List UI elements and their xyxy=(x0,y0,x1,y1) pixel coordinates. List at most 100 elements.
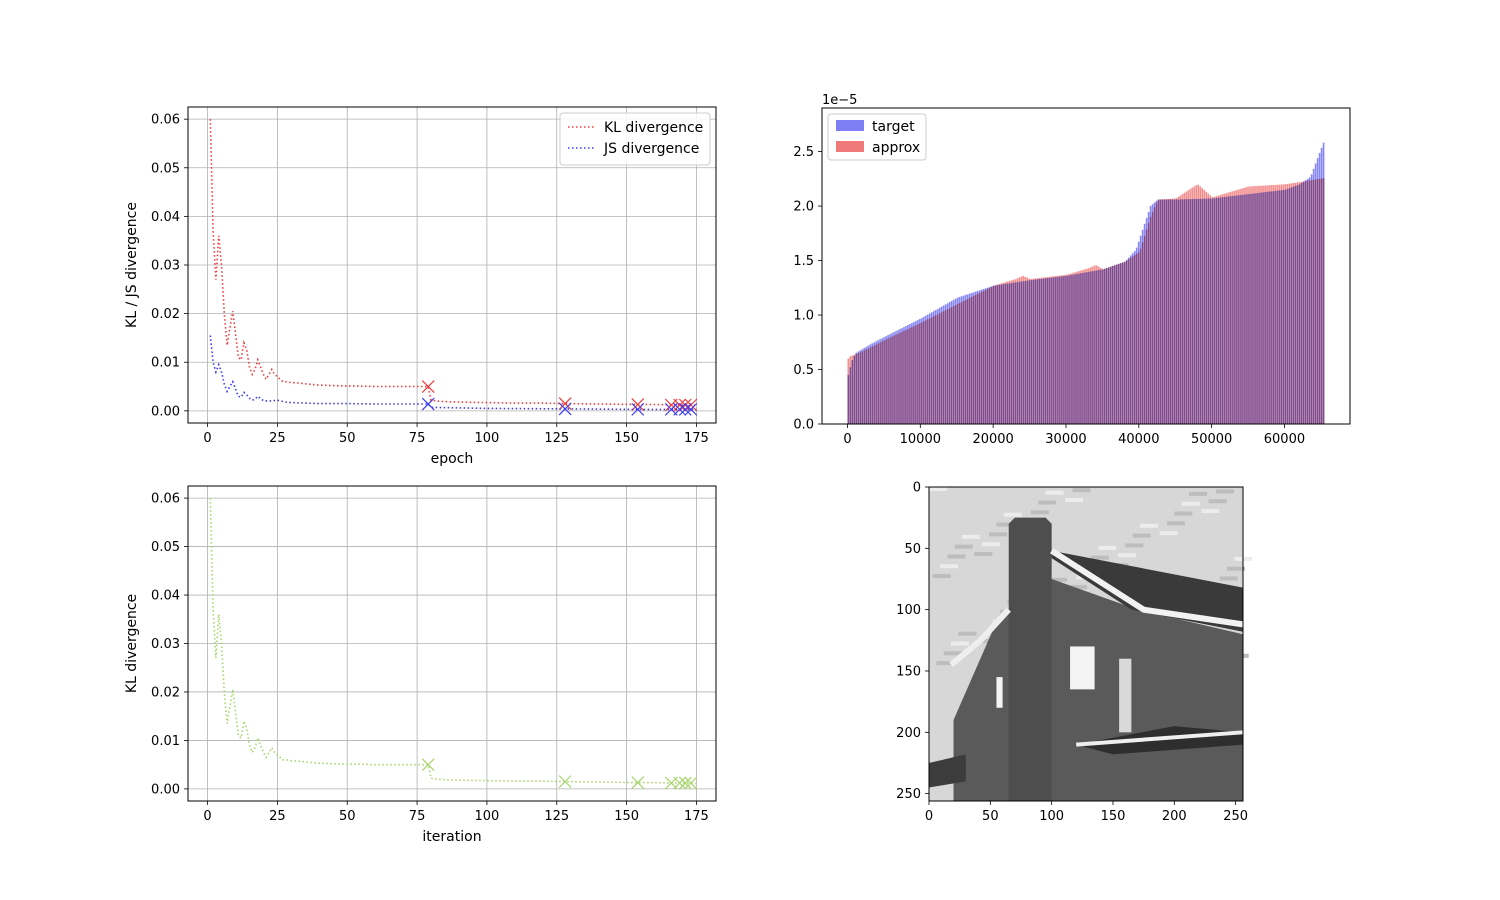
legend-label-1-1: approx xyxy=(872,140,920,156)
approx-bar xyxy=(1106,268,1108,424)
approx-bar xyxy=(1235,190,1237,424)
y-tick-label-4: 0.04 xyxy=(151,589,180,604)
approx-bar xyxy=(1283,184,1285,424)
approx-bar xyxy=(1267,185,1269,424)
approx-bar xyxy=(1251,186,1253,424)
approx-bar xyxy=(909,328,911,424)
x-tick-label-5: 250 xyxy=(1223,809,1248,824)
approx-bar xyxy=(958,303,961,424)
approx-bar xyxy=(1092,266,1094,424)
approx-bar xyxy=(978,292,981,424)
approx-bar xyxy=(1147,223,1150,424)
approx-bar xyxy=(940,312,943,424)
approx-bar xyxy=(1255,186,1257,424)
approx-bar xyxy=(1064,274,1066,424)
legend-1: target approx xyxy=(827,113,927,161)
approx-bar xyxy=(1165,199,1168,424)
approx-bar xyxy=(1185,191,1188,424)
approx-bar xyxy=(891,336,893,424)
sky-texture xyxy=(989,532,1008,537)
sky-texture xyxy=(1117,553,1136,558)
approx-bar xyxy=(1109,266,1112,424)
y-tick-label-4: 200 xyxy=(896,726,921,741)
approx-bar xyxy=(1125,260,1128,424)
approx-bar xyxy=(915,325,917,424)
approx-bar xyxy=(1028,278,1031,424)
x-tick-label-0: 0 xyxy=(203,431,211,446)
approx-bar xyxy=(1113,265,1116,424)
approx-bar xyxy=(1207,193,1210,424)
approx-bar xyxy=(1227,192,1229,424)
marker-0-1-2 xyxy=(631,402,645,416)
approx-bar xyxy=(919,323,921,424)
sky-texture xyxy=(1030,510,1049,515)
approx-bar xyxy=(1072,272,1074,424)
approx-bar xyxy=(1155,202,1158,424)
approx-bar xyxy=(1129,257,1132,424)
approx-bar xyxy=(1191,187,1194,424)
approx-bar xyxy=(1320,178,1323,424)
x-tick-label-4: 100 xyxy=(475,809,500,824)
approx-bar xyxy=(1167,198,1170,424)
sky-texture xyxy=(1049,577,1068,582)
x-tick-label-3: 30000 xyxy=(1045,432,1086,447)
approx-bar xyxy=(859,352,862,424)
approx-bar xyxy=(1127,259,1130,424)
approx-bar xyxy=(1012,279,1015,424)
approx-bar xyxy=(1281,184,1283,424)
porch-gutter xyxy=(1076,730,1244,747)
approx-bar xyxy=(1046,277,1048,424)
sky-texture xyxy=(1227,566,1246,571)
approx-bar xyxy=(1209,195,1212,424)
approx-bar xyxy=(1300,181,1303,424)
approx-bar xyxy=(869,347,871,424)
approx-bar xyxy=(1016,278,1019,424)
marker-0-0-5 xyxy=(678,398,692,412)
sky-texture xyxy=(1201,509,1220,514)
marker-2-0-6 xyxy=(684,776,698,790)
approx-bar xyxy=(962,301,965,424)
approx-bar xyxy=(1080,270,1082,424)
approx-bar xyxy=(873,345,875,424)
approx-bar xyxy=(1131,256,1134,424)
sky-texture xyxy=(981,542,1000,547)
y-tick-label-5: 0.05 xyxy=(151,161,180,176)
approx-bar xyxy=(1247,186,1249,424)
approx-bar xyxy=(1040,277,1043,424)
sky-texture xyxy=(1125,543,1144,548)
approx-bar xyxy=(1294,182,1297,424)
approx-bar xyxy=(1066,274,1068,424)
approx-bar xyxy=(1225,193,1227,424)
approx-bar xyxy=(1322,178,1325,424)
approx-bar xyxy=(936,314,939,424)
approx-bar xyxy=(1056,275,1058,424)
approx-bar xyxy=(984,289,987,424)
y-tick-label-2: 0.02 xyxy=(151,307,180,322)
approx-bar xyxy=(897,333,899,424)
approx-bar xyxy=(1279,184,1281,424)
x-tick-label-6: 60000 xyxy=(1264,432,1305,447)
approx-bar xyxy=(927,319,929,424)
approx-bar xyxy=(1088,268,1090,424)
approx-bar xyxy=(879,342,881,424)
approx-bar xyxy=(1314,179,1317,424)
sky-texture xyxy=(1038,500,1057,505)
marker-0-1-0 xyxy=(421,397,435,411)
x-tick-label-4: 200 xyxy=(1162,809,1187,824)
x-tick-label-1: 10000 xyxy=(900,432,941,447)
approx-bar xyxy=(1119,263,1122,424)
marker-0-1-5 xyxy=(678,402,692,416)
y-tick-label-6: 0.06 xyxy=(151,113,180,128)
axes-2: 0 25 50 75 100 125 150 175 0.00 0.01 0.02 0.03 0.04 0… xyxy=(124,485,717,845)
sky-texture xyxy=(996,522,1015,527)
approx-bar xyxy=(1306,180,1309,424)
x-tick-label-3: 75 xyxy=(409,809,426,824)
approx-bar xyxy=(907,328,909,424)
approx-bar xyxy=(1233,190,1235,424)
marker-2-0-4 xyxy=(673,776,687,790)
house-image xyxy=(929,487,1253,801)
y-tick-label-3: 1.5 xyxy=(793,254,814,269)
approx-bar xyxy=(1237,189,1239,424)
approx-bar xyxy=(1022,275,1025,424)
approx-bar xyxy=(1108,267,1110,424)
